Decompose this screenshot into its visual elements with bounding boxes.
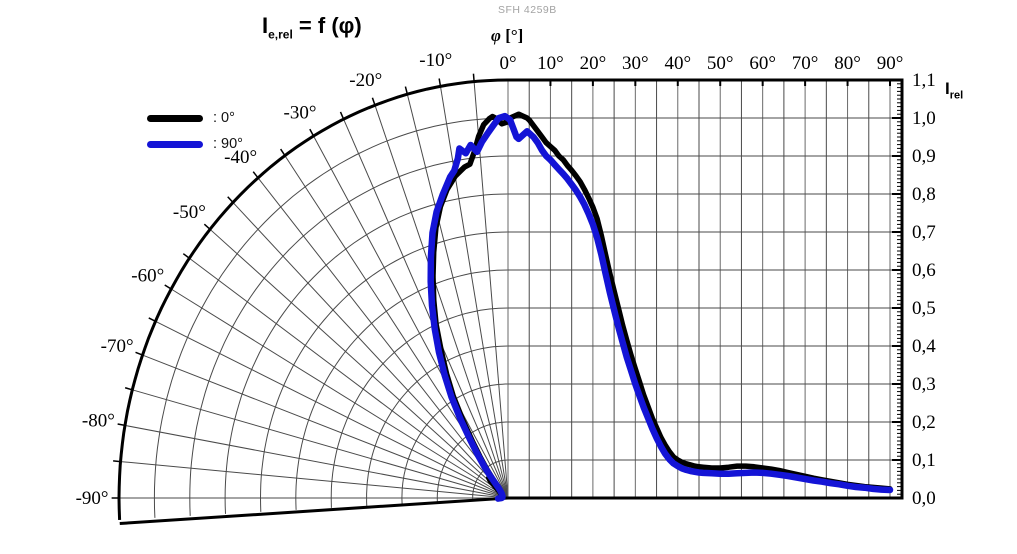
x-tick-label: 80° [834,53,861,74]
polar-grid-radial [120,461,509,499]
chart-title: Ie,rel = f (φ) [262,13,362,41]
polar-grid-arc [295,269,509,510]
series-curve-0deg [430,111,893,501]
x-tick-label: 20° [580,53,607,74]
x-axis-title: φ [°] [491,26,523,46]
title-base: I [262,13,269,38]
polar-grid-radial [170,288,509,499]
polar-grid-arc [401,383,508,505]
legend-label-1: : 90° [213,136,243,152]
legend-swatch-1 [147,140,203,148]
y-tick-label: 0,3 [912,374,936,395]
polar-tick-label: -20° [349,70,382,91]
y-tick-label: 1,0 [912,108,936,129]
y-tick-label: 0,8 [912,184,936,205]
y-tick-label: 0,6 [912,260,936,281]
polar-grid-radial [406,94,509,499]
y-tick-label: 0,2 [912,412,936,433]
y-axis-title: Irel [945,79,963,101]
polar-grid-radial [132,389,509,499]
polar-tick-label: -60° [131,266,164,287]
polar-grid-arc [366,345,509,507]
x-tick-label: 70° [792,53,819,74]
polar-grid-radial [209,228,509,499]
polar-tick-label: -70° [101,336,134,357]
x-tick-label: 60° [749,53,776,74]
polar-tick-label: -40° [224,147,257,168]
series-curve-90deg [427,112,894,502]
x-tick-label: 50° [707,53,734,74]
y-axis-title-subscript: rel [949,89,964,102]
y-tick-label: 1,1 [912,70,936,91]
legend-swatch-0 [147,114,203,122]
y-tick-label: 0,7 [912,222,936,243]
polar-grid-arc [436,421,508,503]
polar-grid-radial [124,424,509,499]
polar-outer-arc [117,78,509,520]
legend-label-0: : 0° [213,110,235,126]
polar-grid-arc [259,231,509,512]
polar-tick-label: -90° [76,488,109,509]
x-tick-label: 40° [664,53,691,74]
fan-closing-edge [119,496,509,526]
polar-grid-arc [330,307,509,508]
polar-tick-label: -30° [284,103,317,124]
polar-tick-label: -10° [419,50,452,71]
title-rest: = f (φ) [292,13,362,38]
title-subscript: e,rel [268,27,293,42]
polar-grid-radial [374,105,509,499]
polar-grid-radial [189,257,509,499]
polar-grid-radial [343,118,509,499]
legend-item: : 0° [147,105,243,131]
y-tick-label: 0,0 [912,488,936,509]
y-tick-label: 0,1 [912,450,936,471]
polar-grid-arc [153,117,509,518]
polar-grid-radial [257,177,509,499]
x-tick-label: 30° [622,53,649,74]
polar-grid-arc [224,193,509,514]
polar-grid-radial [313,135,509,499]
y-axis-title-base: I [945,79,950,98]
polar-grid-radial [142,354,509,499]
x-tick-label: 0° [499,53,516,74]
legend-item: : 90° [147,131,243,157]
y-tick-label: 0,5 [912,298,936,319]
polar-grid-arc [189,155,509,516]
y-tick-label: 0,4 [912,336,936,357]
x-tick-label: 90° [877,53,904,74]
polar-grid-radial [155,320,509,499]
product-label: SFH 4259B [498,4,557,16]
polar-tick-label: -50° [173,202,206,223]
legend: : 0° : 90° [147,105,243,157]
polar-grid-radial [439,86,509,499]
y-tick-label: 0,9 [912,146,936,167]
polar-grid-radial [232,202,509,499]
x-axis-unit: [°] [500,26,524,45]
polar-tick-label: -80° [82,411,115,432]
x-tick-label: 10° [537,53,564,74]
phi-symbol: φ [491,26,501,45]
